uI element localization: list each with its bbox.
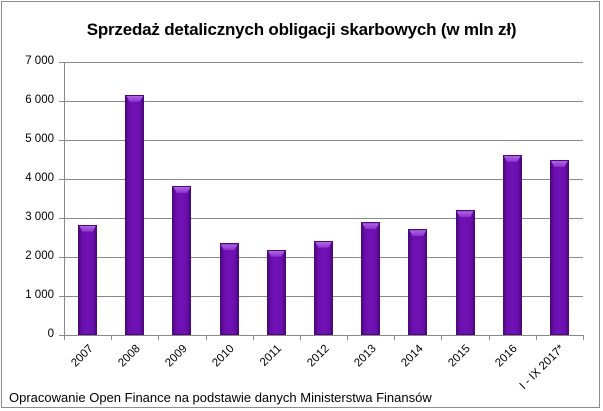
chart-title: Sprzedaż detalicznych obligacji skarbowy…	[86, 20, 517, 39]
x-tick-mark	[441, 335, 443, 340]
y-tick-mark	[59, 140, 64, 141]
y-tick-mark	[59, 296, 64, 297]
bar-2015	[455, 210, 475, 335]
x-tick-mark	[347, 335, 349, 340]
gridline	[64, 101, 583, 102]
bar-2013	[361, 222, 381, 335]
y-tick-label: 2 000	[25, 250, 54, 262]
x-tick-mark	[205, 335, 207, 340]
x-tick-mark	[252, 335, 254, 340]
y-tick-mark	[59, 335, 64, 336]
y-tick-label: 7 000	[25, 55, 54, 67]
gridline	[64, 62, 583, 63]
x-tick-mark	[488, 335, 490, 340]
y-tick-mark	[59, 179, 64, 180]
y-tick-label: 3 000	[25, 211, 54, 223]
x-tick-mark	[111, 335, 113, 340]
y-tick-mark	[59, 101, 64, 102]
bar-2010	[219, 243, 239, 335]
x-tick-mark	[158, 335, 160, 340]
y-tick-mark	[59, 218, 64, 219]
x-tick-mark	[583, 335, 584, 340]
bar-2007	[78, 224, 98, 335]
x-tick-mark	[64, 335, 65, 340]
y-axis	[64, 62, 65, 335]
x-tick-mark	[535, 335, 537, 340]
bar-2012	[314, 240, 333, 335]
bar-2016	[502, 154, 522, 335]
x-tick-mark	[394, 335, 396, 340]
gridline	[64, 218, 583, 219]
bar-2011	[266, 249, 286, 335]
bar-2009	[172, 186, 192, 335]
y-tick-label: 6 000	[25, 94, 54, 106]
bar-2014	[408, 229, 428, 335]
y-tick-label: 0	[47, 328, 54, 340]
y-tick-mark	[59, 62, 64, 63]
gridline	[64, 140, 583, 141]
y-tick-label: 4 000	[25, 172, 54, 184]
x-axis	[64, 335, 583, 336]
source-note: Opracowanie Open Finance na podstawie da…	[9, 390, 432, 405]
gridline	[64, 179, 583, 180]
y-tick-mark	[59, 257, 64, 258]
bar-2008	[125, 94, 145, 335]
plot-area: 2007 2008 2009 2010 2011 2012 2013 2014 2015 2016…	[59, 62, 584, 392]
bar-i-ix-2017-	[549, 159, 569, 335]
y-tick-label: 1 000	[25, 289, 54, 301]
x-tick-mark	[299, 335, 301, 340]
y-tick-label: 5 000	[25, 133, 54, 145]
